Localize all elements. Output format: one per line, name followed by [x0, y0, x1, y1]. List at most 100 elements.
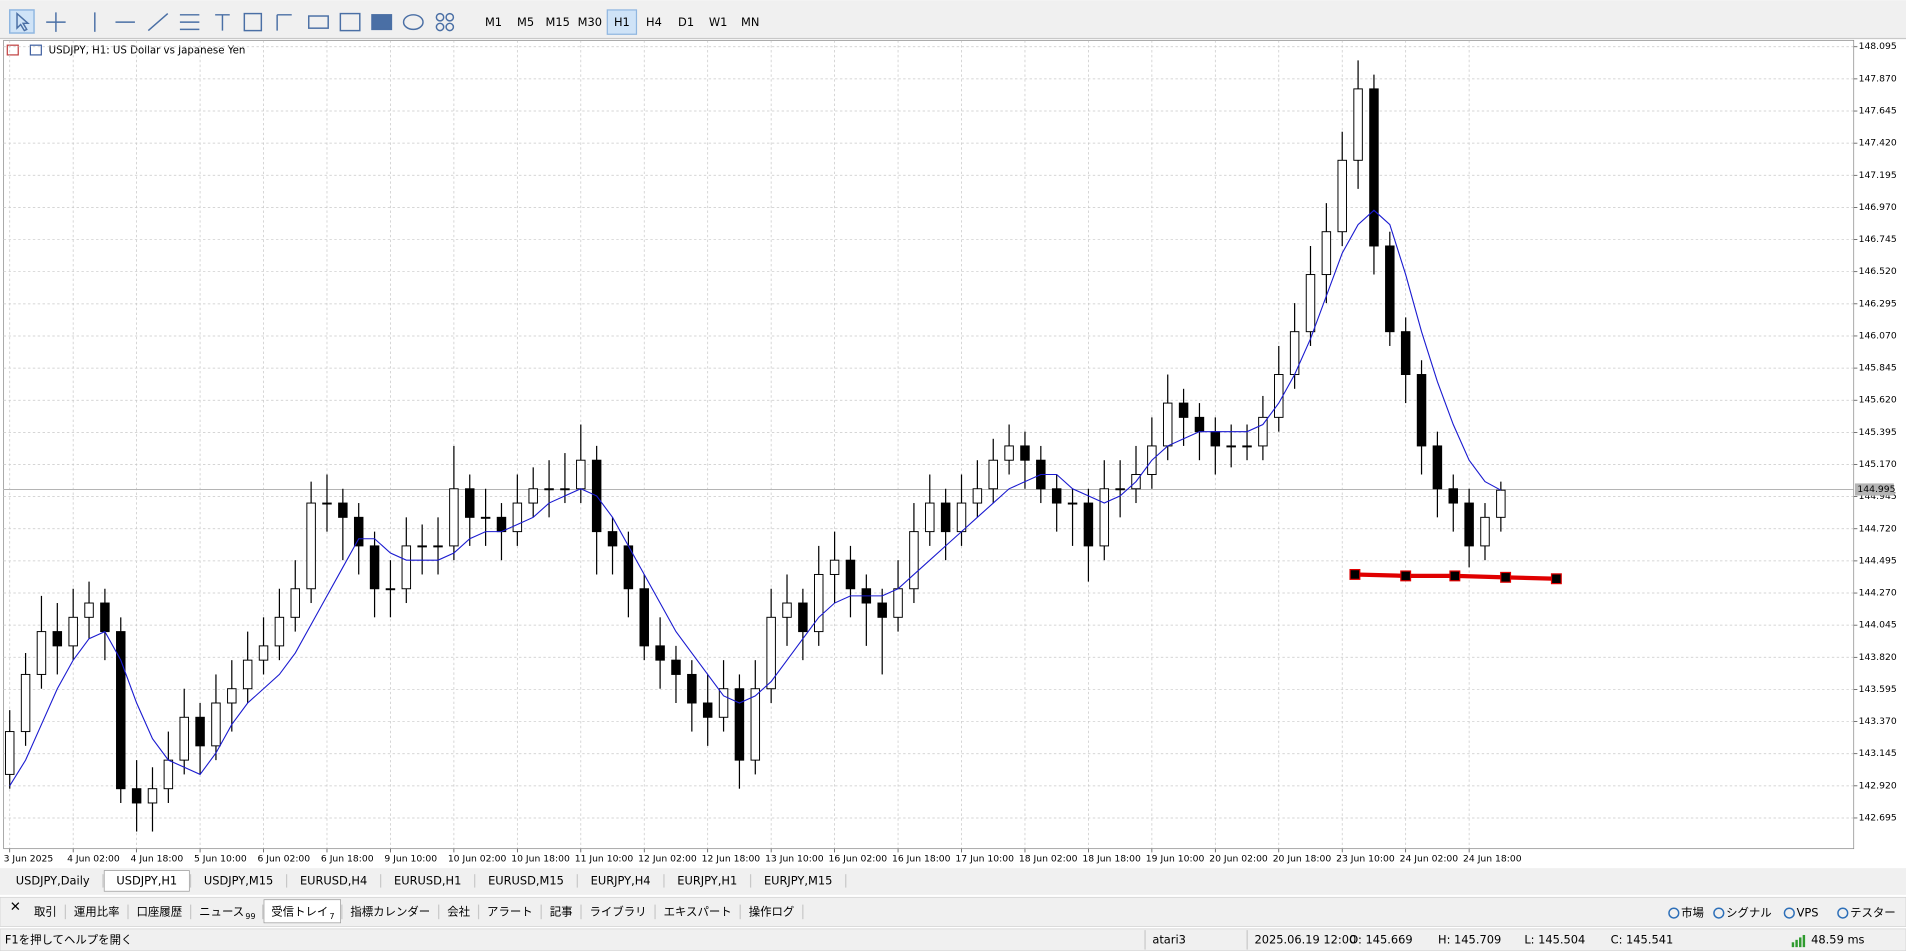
candle-body — [36, 631, 47, 675]
timeframe-button[interactable]: MN — [741, 15, 759, 29]
support-handle[interactable] — [1400, 570, 1412, 582]
candle-body — [1416, 374, 1427, 447]
toolbox-tab[interactable]: 記事 — [550, 904, 573, 918]
y-tick-label: 144.720 — [1859, 523, 1897, 534]
symbol-icon[interactable] — [29, 44, 42, 56]
x-tick-label: 17 Jun 10:00 — [955, 854, 1014, 865]
x-tick-label: 3 Jun 2025 — [4, 854, 54, 865]
status-help: F1を押してヘルプを開く — [5, 932, 133, 946]
y-tick-label: 146.970 — [1859, 202, 1897, 213]
candle-body — [829, 559, 840, 575]
y-tick-label: 147.870 — [1859, 73, 1897, 84]
indicator-icon[interactable] — [339, 12, 361, 32]
chart-tab[interactable]: EURUSD,H1 — [394, 873, 461, 887]
y-tick-label: 144.045 — [1859, 620, 1897, 631]
toolbox-tab[interactable]: エキスパート — [664, 904, 732, 918]
chart-tab-bg — [381, 870, 474, 892]
support-handle[interactable] — [1449, 570, 1461, 582]
connection-icon — [1791, 934, 1806, 948]
timeframe-button[interactable]: M15 — [546, 15, 570, 29]
y-tick-label: 145.170 — [1859, 459, 1897, 470]
candle-body — [750, 688, 761, 761]
text-icon[interactable] — [215, 14, 230, 31]
support-handle[interactable] — [1500, 571, 1512, 583]
label-icon[interactable] — [276, 14, 292, 31]
chart-tabs: USDJPY,Daily USDJPY,H1 USDJPY,M15 EURUSD,H4… — [3, 870, 847, 892]
toolbox-tab[interactable]: 取引 — [34, 904, 57, 918]
toolbox-tab[interactable]: 指標カレンダー — [350, 904, 430, 918]
toolbox-right-button[interactable]: VPS — [1797, 906, 1819, 920]
timeframe-button[interactable]: H4 — [646, 15, 662, 29]
chart-tab[interactable]: EURJPY,H1 — [677, 873, 737, 887]
timeframe-button[interactable]: M1 — [485, 15, 502, 29]
toolbox-tab[interactable]: 口座履歴 — [137, 904, 183, 918]
candle-body — [1242, 445, 1252, 448]
toolbox-tab[interactable]: ライブラリ — [590, 904, 647, 918]
crosshair-icon[interactable] — [46, 12, 66, 32]
toolbox-right-button[interactable]: シグナル — [1726, 906, 1772, 920]
chart-menu-icon[interactable] — [6, 44, 19, 56]
candle-body — [211, 702, 221, 747]
y-tick-label: 142.920 — [1859, 780, 1897, 791]
x-tick-label: 18 Jun 18:00 — [1082, 854, 1141, 865]
more-icon[interactable] — [435, 12, 445, 22]
toolbox-right: 市場 シグナル VPS テスター — [1668, 906, 1896, 920]
candle-body — [1099, 488, 1110, 547]
candle-body — [544, 488, 554, 491]
toolbox-tab[interactable]: 操作ログ — [749, 904, 795, 918]
candle-body — [893, 588, 903, 618]
x-tick-label: 10 Jun 18:00 — [511, 854, 570, 865]
chart-tab[interactable]: USDJPY,Daily — [16, 873, 90, 887]
timeframe-button[interactable]: M30 — [578, 15, 602, 29]
candle-body — [940, 502, 951, 533]
toolbar — [0, 0, 1906, 38]
toolbox-right-icon — [1713, 907, 1725, 919]
toolbox-right-button[interactable]: テスター — [1850, 906, 1896, 920]
timeframe-button[interactable]: M5 — [517, 15, 534, 29]
timeframe-button[interactable]: D1 — [678, 15, 694, 29]
candle-body — [1194, 416, 1205, 433]
chart-tab[interactable]: EURJPY,M15 — [764, 873, 832, 887]
timeframe-active — [606, 9, 638, 35]
candle-body — [1464, 502, 1474, 547]
candle-body — [766, 616, 776, 690]
timeframe-button[interactable]: H1 — [614, 15, 630, 29]
toolbox-tab-bg — [542, 899, 580, 923]
x-tick-label: 12 Jun 02:00 — [638, 854, 697, 865]
support-handle[interactable] — [1349, 568, 1361, 580]
chart-tab-bg — [3, 870, 102, 892]
shapes-icon[interactable] — [402, 14, 424, 31]
candle-body — [845, 559, 856, 590]
chart-tab[interactable]: USDJPY,H1 — [116, 873, 177, 887]
toolbox-tab[interactable]: 会社 — [447, 904, 470, 918]
toolbox-tab[interactable]: 受信トレイ — [271, 904, 328, 918]
channel-icon[interactable] — [179, 14, 200, 31]
toolbox-right-icon — [1783, 907, 1795, 919]
toolbox-tab[interactable]: 運用比率 — [74, 904, 120, 918]
y-tick-label: 145.395 — [1859, 427, 1897, 438]
candle-body — [988, 459, 998, 490]
cursor-button[interactable] — [8, 9, 35, 34]
candle-body — [639, 588, 649, 647]
toolbox-tab[interactable]: ニュース — [199, 904, 244, 918]
timeframe-button[interactable]: W1 — [709, 15, 728, 29]
candle-body — [1448, 488, 1459, 504]
chart-tab[interactable]: EURUSD,M15 — [488, 873, 564, 887]
arrows-icon[interactable] — [308, 15, 329, 29]
shape-icon[interactable] — [243, 12, 263, 32]
support-handle[interactable] — [1550, 573, 1562, 585]
close-toolbox[interactable]: ✕ — [10, 900, 21, 915]
chart-tab[interactable]: EURUSD,H4 — [300, 873, 367, 887]
plot-area — [3, 39, 1855, 850]
toolbox-right-button[interactable]: 市場 — [1681, 906, 1704, 920]
x-tick-label: 20 Jun 18:00 — [1273, 854, 1332, 865]
candle-body — [655, 645, 665, 661]
button-icon[interactable] — [371, 14, 393, 31]
chart-tab[interactable]: USDJPY,M15 — [204, 873, 273, 887]
trendline-icon[interactable] — [147, 13, 169, 32]
chart-tab[interactable]: EURJPY,H4 — [591, 873, 651, 887]
toolbox-tab[interactable]: アラート — [487, 904, 533, 918]
y-tick-label: 146.745 — [1859, 234, 1897, 245]
candle-body — [560, 488, 570, 491]
candle-body — [877, 602, 887, 618]
